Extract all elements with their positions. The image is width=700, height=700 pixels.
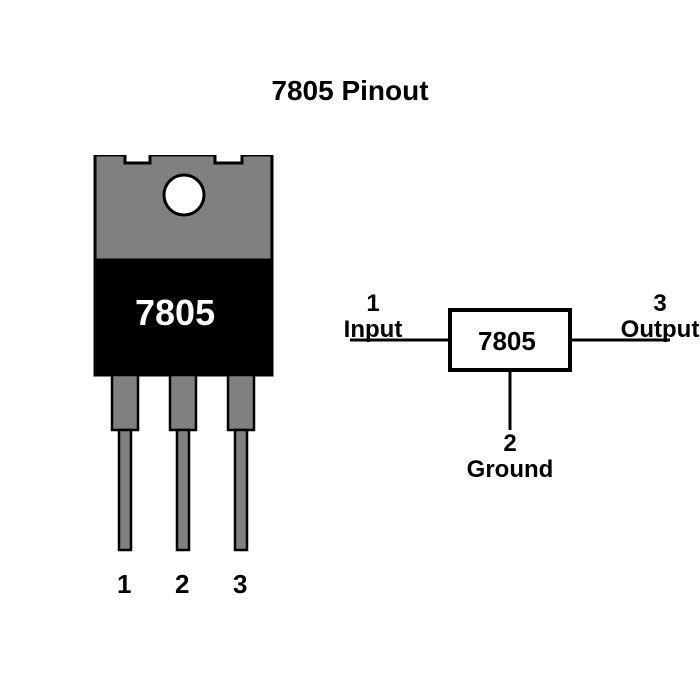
- schematic-pin-num-3: 3: [620, 291, 700, 317]
- schematic-label-output: 3 Output: [620, 291, 700, 344]
- package-lead-3: [228, 375, 254, 550]
- package-svg: 7805: [85, 155, 285, 565]
- schematic-pin-name-1: Input: [338, 317, 408, 343]
- mounting-hole: [164, 175, 204, 215]
- diagram-title: 7805 Pinout: [0, 75, 700, 107]
- pin-number-3: 3: [233, 569, 247, 600]
- schematic-pin-num-2: 2: [460, 431, 560, 457]
- schematic-symbol: 7805 1 Input 3 Output 2 Ground: [320, 295, 690, 500]
- schematic-box-label: 7805: [478, 326, 536, 356]
- pin-number-1: 1: [117, 569, 131, 600]
- schematic-pin-num-1: 1: [338, 291, 408, 317]
- package-lead-1: [112, 375, 138, 550]
- schematic-label-input: 1 Input: [338, 291, 408, 344]
- schematic-pin-name-2: Ground: [460, 457, 560, 483]
- package-lead-2: [170, 375, 196, 550]
- schematic-pin-name-3: Output: [620, 317, 700, 343]
- schematic-label-ground: 2 Ground: [460, 431, 560, 484]
- package-label: 7805: [135, 292, 215, 333]
- pin-number-2: 2: [175, 569, 189, 600]
- component-package: 7805 1 2 3: [85, 155, 285, 570]
